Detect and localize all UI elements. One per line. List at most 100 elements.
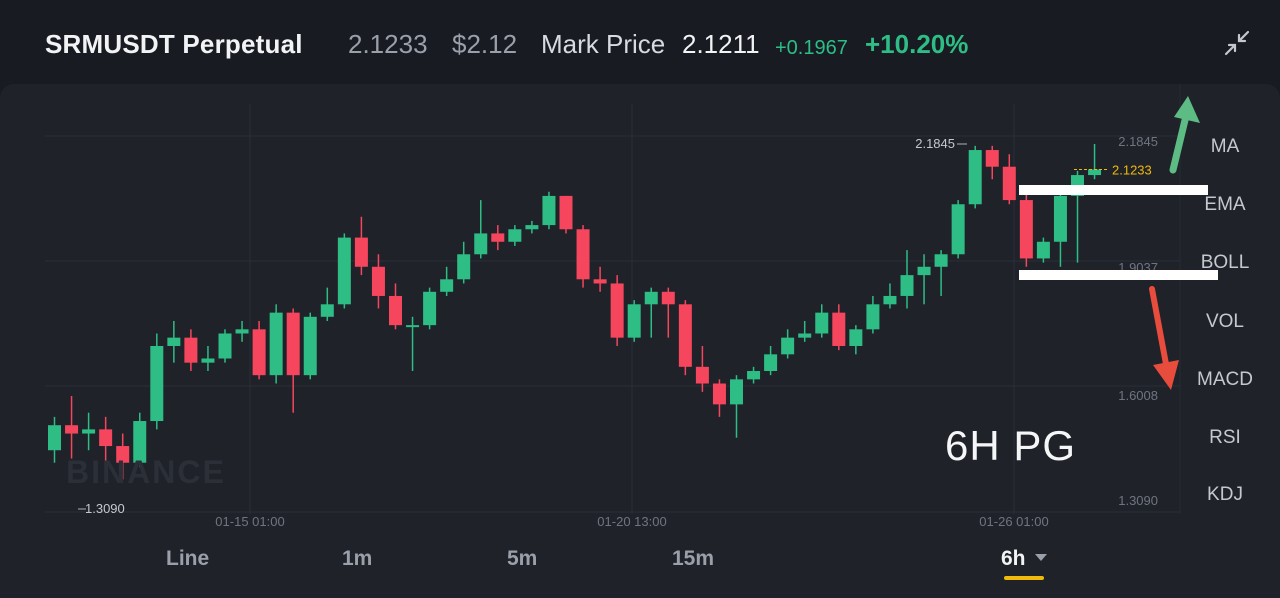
candle-body <box>576 229 590 280</box>
candle-body <box>542 195 556 226</box>
candle-body <box>917 266 931 276</box>
candle-body <box>747 371 761 380</box>
header: SRMUSDT Perpetual 2.1233 $2.12 Mark Pric… <box>0 0 1280 84</box>
candle-body <box>610 283 624 338</box>
indicator-rsi[interactable]: RSI <box>1209 427 1241 448</box>
candle-body <box>559 195 573 230</box>
candle-body <box>457 254 471 280</box>
candle-body <box>389 295 402 326</box>
x-tick-label: 01-26 01:00 <box>979 514 1048 529</box>
last-price-label: 2.1233 <box>1112 163 1152 178</box>
y-tick-label: 2.1845 <box>1118 134 1158 149</box>
candle-body <box>82 429 96 434</box>
candle-body <box>303 316 317 376</box>
mark-price-label: Mark Price <box>541 29 666 59</box>
arrow-up-shaft <box>1169 112 1190 174</box>
tf-15m[interactable]: 15m <box>672 547 715 570</box>
candle-body <box>678 304 692 367</box>
candle-body <box>815 312 829 334</box>
symbol-title[interactable]: SRMUSDT Perpetual <box>45 29 303 59</box>
candle-body <box>269 312 283 376</box>
candle-body <box>99 429 113 447</box>
candle-body <box>985 150 999 167</box>
candle-body <box>900 275 914 296</box>
candle-body <box>116 446 130 463</box>
indicator-ema[interactable]: EMA <box>1204 194 1246 215</box>
candle-body <box>423 291 437 326</box>
y-tick-label: 1.3090 <box>1118 493 1158 508</box>
price-change-percent: +10.20% <box>865 29 969 59</box>
candle-body <box>764 354 778 372</box>
indicator-ma[interactable]: MA <box>1210 136 1240 157</box>
candle-body <box>1088 169 1102 176</box>
candle-body <box>354 237 368 267</box>
indicator-boll[interactable]: BOLL <box>1200 252 1250 273</box>
x-tick-label: 01-15 01:00 <box>215 514 284 529</box>
candle-body <box>832 312 846 346</box>
collapse-icon[interactable] <box>1224 30 1250 56</box>
candle-body <box>150 345 164 422</box>
candle-body <box>883 295 897 305</box>
candle-body <box>508 229 522 242</box>
tf-1m[interactable]: 1m <box>342 547 373 570</box>
candle-body <box>1002 166 1016 201</box>
candle-body <box>440 279 454 292</box>
candle-body <box>371 266 385 296</box>
candle-body <box>730 379 743 405</box>
arrow-down-icon <box>1153 360 1179 390</box>
candle-body <box>167 337 181 346</box>
candle-body <box>661 291 675 305</box>
arrow-down-shaft <box>1149 286 1169 367</box>
candle-body <box>525 225 539 230</box>
candle-body <box>627 304 641 338</box>
candle-body <box>48 425 61 451</box>
candle-body <box>712 383 726 405</box>
candle-body <box>1036 241 1050 259</box>
candle-body <box>337 237 351 305</box>
candle-body <box>593 279 607 284</box>
candle-body <box>320 304 334 317</box>
arrow-up-icon <box>1174 96 1200 123</box>
candle-body <box>133 421 147 463</box>
support-bar <box>1019 270 1218 280</box>
price-change: +0.1967 <box>775 37 848 59</box>
indicator-vol[interactable]: VOL <box>1205 311 1245 332</box>
indicator-kdj[interactable]: KDJ <box>1207 484 1243 505</box>
candle-body <box>798 333 812 338</box>
candle-body <box>235 329 249 334</box>
indicator-macd[interactable]: MACD <box>1197 369 1253 390</box>
candle-body <box>695 366 709 384</box>
mark-price-value: 2.1211 <box>682 29 760 59</box>
candle-body <box>968 150 982 205</box>
last-price: 2.1233 <box>348 29 428 59</box>
chart-panel: 2.1845 1.9037 1.6008 1.3090 01-15 01:00 01-20… <box>0 84 1280 598</box>
candle-body <box>1053 195 1067 242</box>
chevron-down-icon[interactable] <box>1035 554 1047 561</box>
tf-5m[interactable]: 5m <box>507 547 538 570</box>
candle-body <box>644 291 658 305</box>
chart-overlay: 2.1845 1.3090 2.1233 <box>78 96 1218 516</box>
candle-body <box>866 304 880 330</box>
x-tick-label: 01-20 13:00 <box>597 514 666 529</box>
tf-6h[interactable]: 6h <box>1001 547 1026 570</box>
low-price-label: 1.3090 <box>85 501 125 516</box>
candle-body <box>474 233 488 255</box>
candle-body <box>286 312 300 376</box>
y-tick-label: 1.6008 <box>1118 388 1158 403</box>
annotation-label: 6H PG <box>945 422 1077 469</box>
candles <box>48 144 1102 480</box>
active-timeframe-indicator <box>1004 576 1044 580</box>
resistance-bar <box>1019 185 1208 195</box>
usd-price: $2.12 <box>452 29 518 59</box>
candle-body <box>1019 200 1033 259</box>
candle-body <box>491 233 505 242</box>
candle-body <box>849 329 863 346</box>
tf-line[interactable]: Line <box>166 547 210 570</box>
candle-body <box>781 337 795 355</box>
candle-body <box>406 325 420 328</box>
binance-watermark: BINANCE <box>66 454 226 490</box>
candle-body <box>201 358 215 363</box>
candle-body <box>951 204 965 255</box>
high-price-label: 2.1845 <box>915 136 955 151</box>
